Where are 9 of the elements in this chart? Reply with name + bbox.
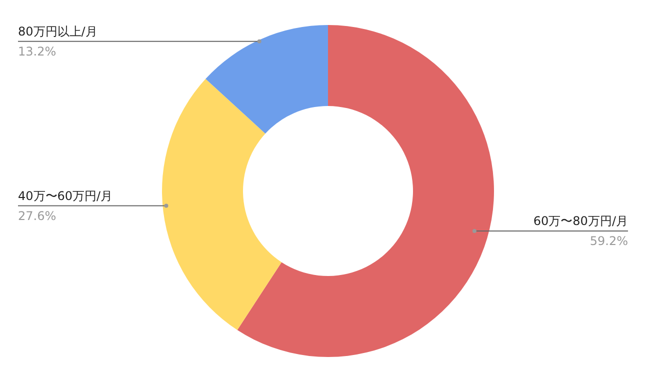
donut-slice: [237, 25, 494, 357]
donut-slice: [162, 78, 282, 330]
slice-label: 60万〜80万円/月: [533, 214, 628, 228]
donut-slice: [206, 25, 328, 134]
data-label: 59.2%: [590, 234, 628, 248]
data-label: 27.6%: [18, 208, 56, 223]
slice-label: 40万〜60万円/月: [18, 188, 113, 203]
slice-label: 80万円以上/月: [18, 24, 98, 38]
data-label: 13.2%: [18, 44, 56, 58]
